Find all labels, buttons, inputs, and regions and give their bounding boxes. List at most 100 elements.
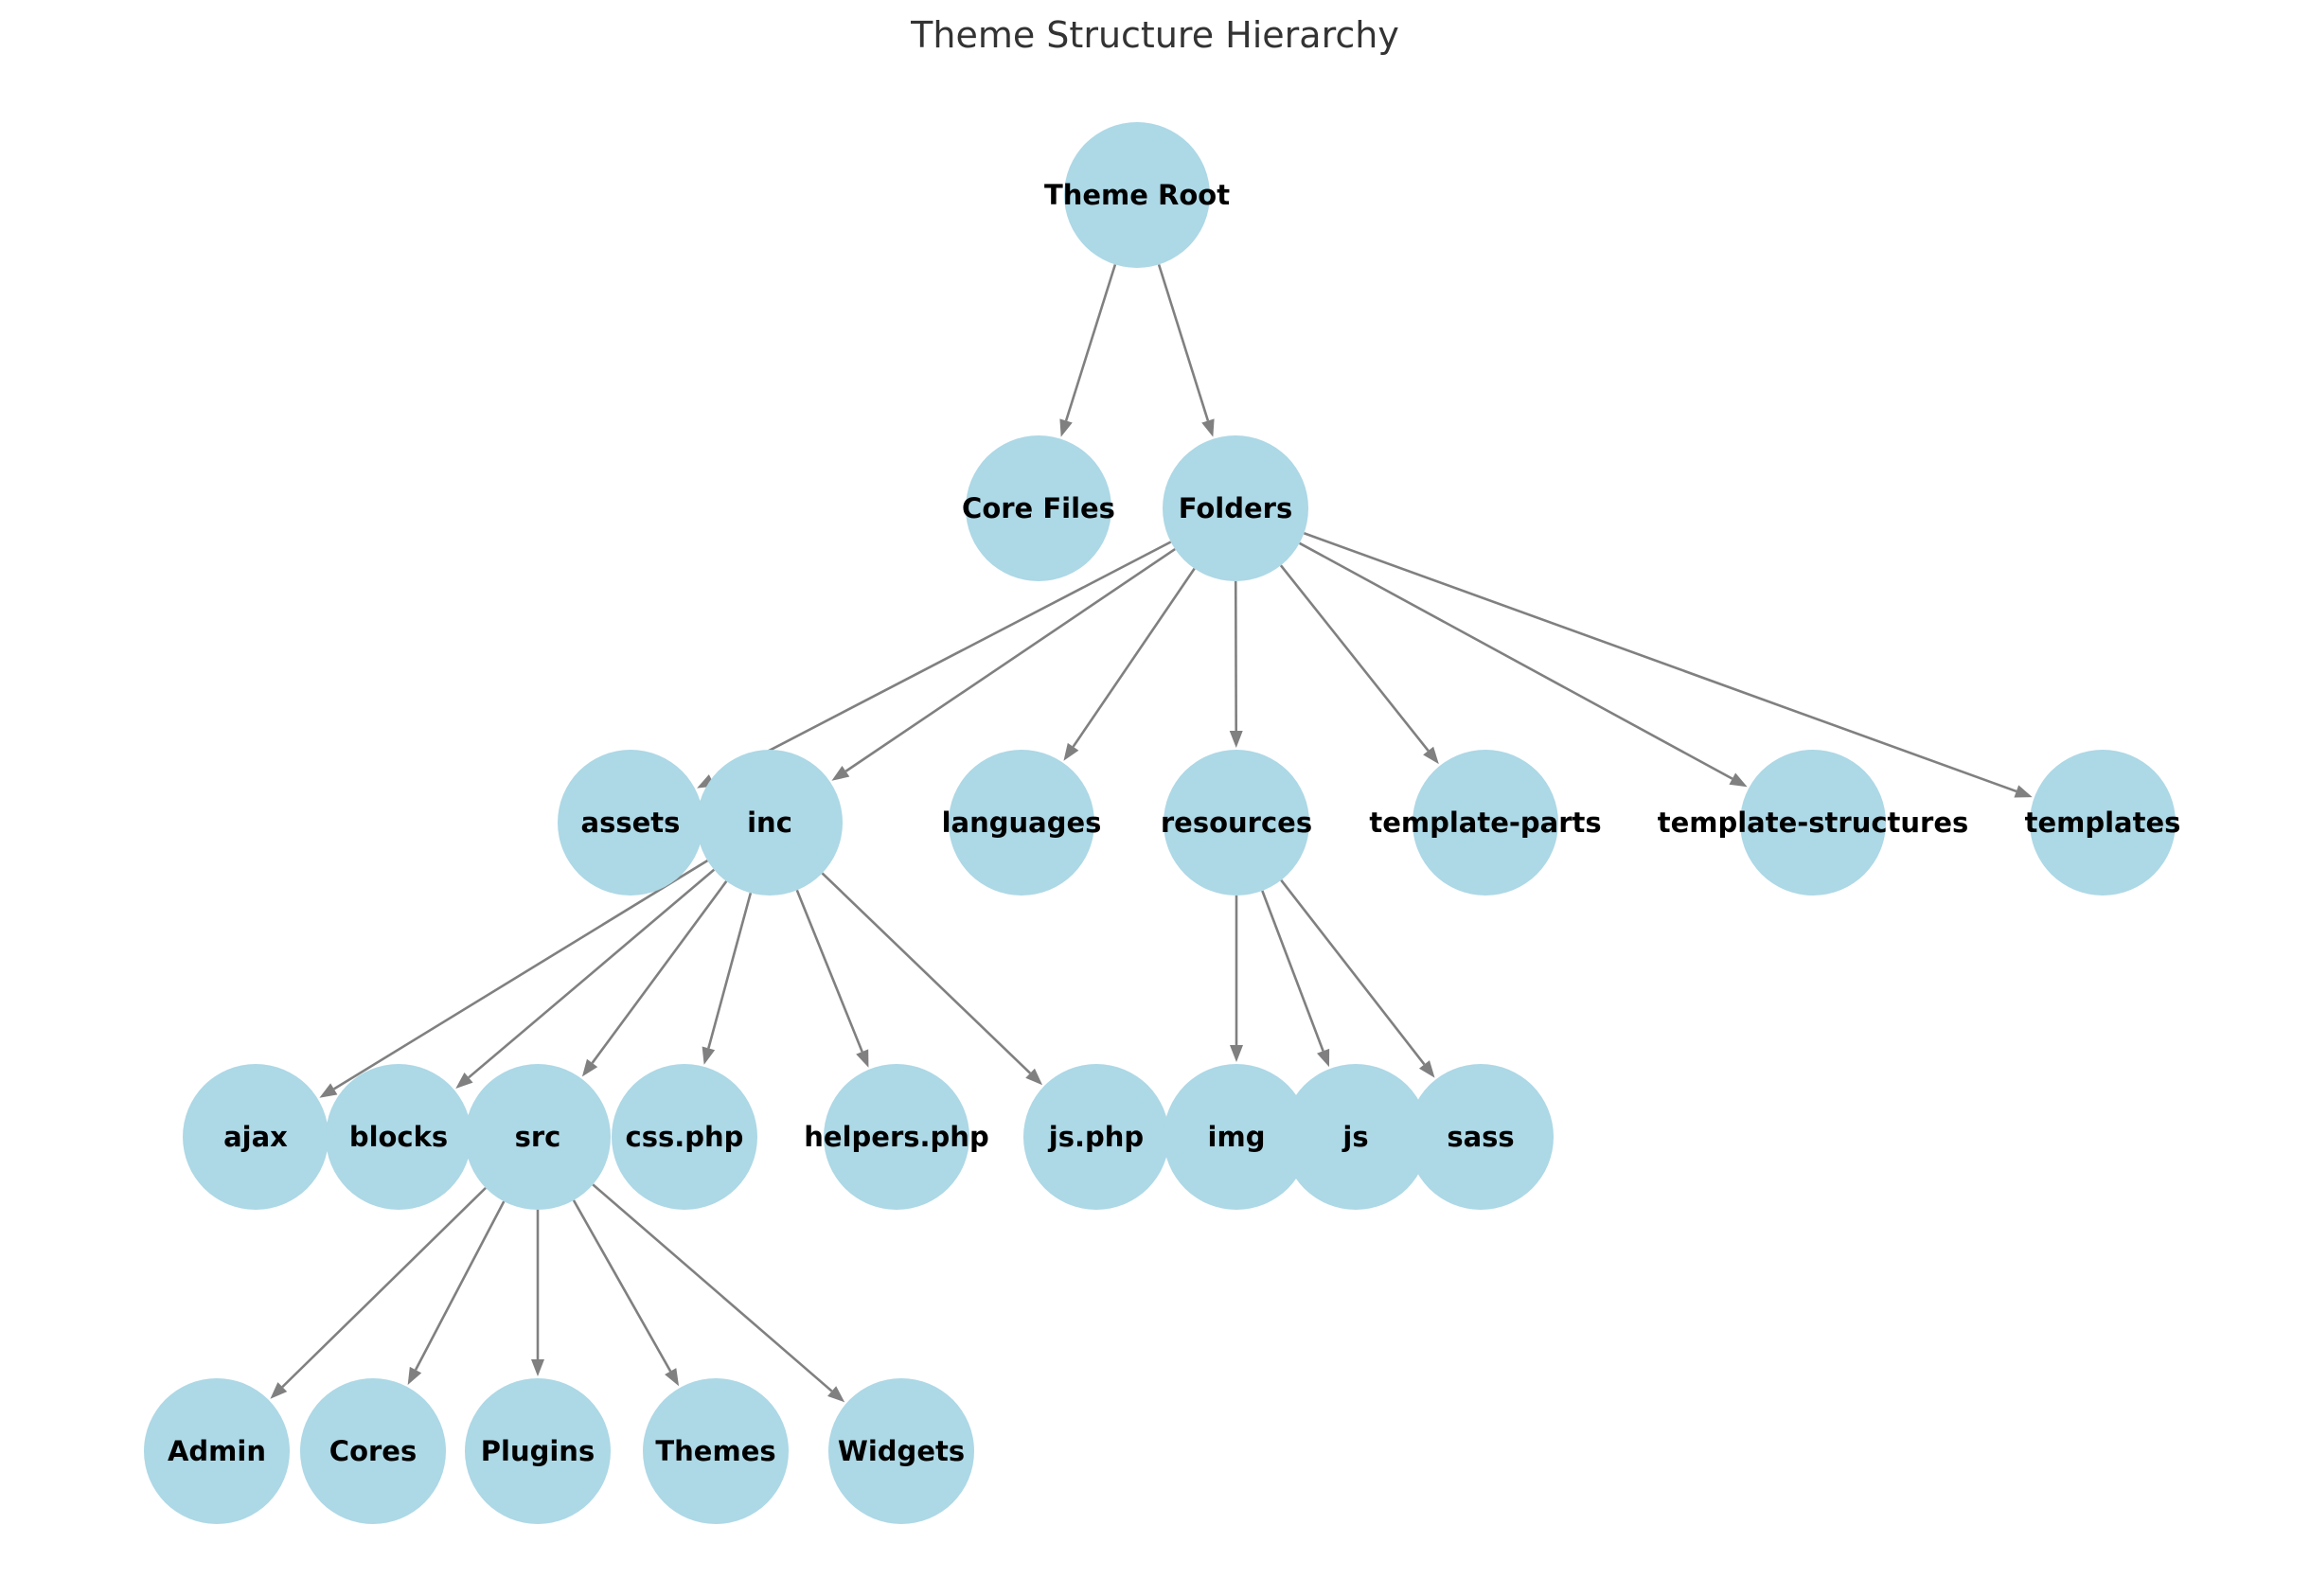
node-label-inc: inc	[747, 807, 792, 839]
edge-folders-to-inc	[831, 547, 1176, 781]
node-circle	[326, 1064, 471, 1210]
node-ajax	[183, 1064, 329, 1210]
node-core-files	[966, 435, 1111, 581]
node-label-template-parts: template-parts	[1369, 807, 1601, 839]
edge-folders-to-template-structures	[1299, 541, 1748, 788]
node-label-assets: assets	[581, 807, 681, 839]
arrowhead	[270, 1382, 288, 1399]
node-circle	[144, 1378, 290, 1524]
arrowhead	[827, 1386, 845, 1403]
arrowhead	[581, 1058, 598, 1077]
node-admin	[144, 1378, 290, 1524]
arrowhead	[1201, 418, 1215, 437]
node-circle	[1164, 1064, 1309, 1210]
arrowhead	[665, 1368, 680, 1387]
node-template-structures	[1740, 750, 1886, 896]
node-js	[1283, 1064, 1429, 1210]
node-circle	[966, 435, 1111, 581]
node-widgets	[828, 1378, 974, 1524]
node-circle	[465, 1378, 611, 1524]
edge-src-to-cores	[407, 1200, 506, 1386]
edge-line	[711, 541, 1172, 782]
arrowhead	[1423, 746, 1439, 765]
node-label-resources: resources	[1161, 807, 1312, 839]
edges-layer	[270, 264, 2033, 1403]
edge-line	[795, 889, 863, 1053]
node-circle	[612, 1064, 757, 1210]
arrowhead	[455, 1072, 473, 1089]
node-assets	[558, 750, 703, 896]
node-folders	[1163, 435, 1308, 581]
arrowhead	[407, 1366, 422, 1386]
diagram-title: Theme Structure Hierarchy	[910, 14, 1399, 56]
node-sass	[1408, 1064, 1554, 1210]
node-blocks	[326, 1064, 471, 1210]
node-label-plugins: Plugins	[481, 1435, 595, 1467]
node-circle	[828, 1378, 974, 1524]
node-inc	[697, 750, 843, 896]
node-circle	[949, 750, 1094, 896]
node-label-core-files: Core Files	[962, 492, 1115, 524]
edge-src-to-themes	[572, 1199, 680, 1387]
node-circle	[183, 1064, 329, 1210]
node-circle	[558, 750, 703, 896]
node-js-php	[1023, 1064, 1169, 1210]
edge-line	[707, 892, 753, 1049]
node-label-src: src	[515, 1121, 561, 1153]
edge-line	[468, 868, 716, 1079]
node-circle	[1413, 750, 1558, 896]
arrowhead	[856, 1049, 869, 1068]
node-circle	[1064, 122, 1210, 268]
edge-line	[1072, 567, 1196, 748]
node-cores	[300, 1378, 446, 1524]
edge-theme-root-to-core-files	[1059, 264, 1117, 437]
arrowhead	[1317, 1048, 1330, 1068]
node-circle	[1163, 435, 1308, 581]
edge-line	[333, 860, 708, 1091]
edge-line	[592, 1183, 833, 1392]
edge-line	[1279, 564, 1430, 752]
node-label-folders: Folders	[1179, 492, 1293, 524]
node-circle	[1408, 1064, 1554, 1210]
node-label-admin: Admin	[168, 1435, 266, 1467]
arrowhead	[1025, 1068, 1043, 1086]
edge-inc-to-src	[581, 880, 728, 1077]
edge-folders-to-languages	[1063, 567, 1196, 761]
node-circle	[1023, 1064, 1169, 1210]
edge-folders-to-templates	[1303, 532, 2033, 798]
edge-line	[1157, 264, 1210, 421]
edge-theme-root-to-folders	[1157, 264, 1215, 437]
node-src	[465, 1064, 611, 1210]
edge-inc-to-helpers-php	[795, 889, 869, 1068]
arrowhead	[2014, 785, 2033, 798]
edge-line	[1280, 879, 1426, 1066]
node-circle	[300, 1378, 446, 1524]
edge-line	[281, 1186, 487, 1389]
node-label-ajax: ajax	[223, 1121, 288, 1153]
node-label-js-php: js.php	[1048, 1121, 1144, 1153]
edge-resources-to-js	[1261, 890, 1330, 1068]
edge-line	[1299, 541, 1733, 780]
node-languages	[949, 750, 1094, 896]
node-template-parts	[1413, 750, 1558, 896]
node-label-themes: Themes	[655, 1435, 775, 1467]
node-circle	[643, 1378, 789, 1524]
edge-src-to-admin	[270, 1186, 487, 1399]
node-helpers-php	[824, 1064, 969, 1210]
edge-src-to-plugins	[531, 1210, 544, 1376]
edge-line	[821, 872, 1032, 1074]
arrowhead	[1230, 1045, 1243, 1062]
edge-line	[1064, 264, 1117, 421]
node-circle	[1740, 750, 1886, 896]
edge-folders-to-resources	[1229, 580, 1243, 749]
arrowhead	[1059, 418, 1073, 437]
arrowhead	[702, 1046, 716, 1065]
node-label-template-structures: template-structures	[1658, 807, 1969, 839]
nodes-layer: Theme Root Core Files Folders assets inc lang…	[144, 122, 2180, 1524]
arrowhead	[531, 1359, 544, 1376]
node-themes	[643, 1378, 789, 1524]
node-plugins	[465, 1378, 611, 1524]
node-circle	[2030, 750, 2176, 896]
edge-line	[1303, 532, 2017, 793]
